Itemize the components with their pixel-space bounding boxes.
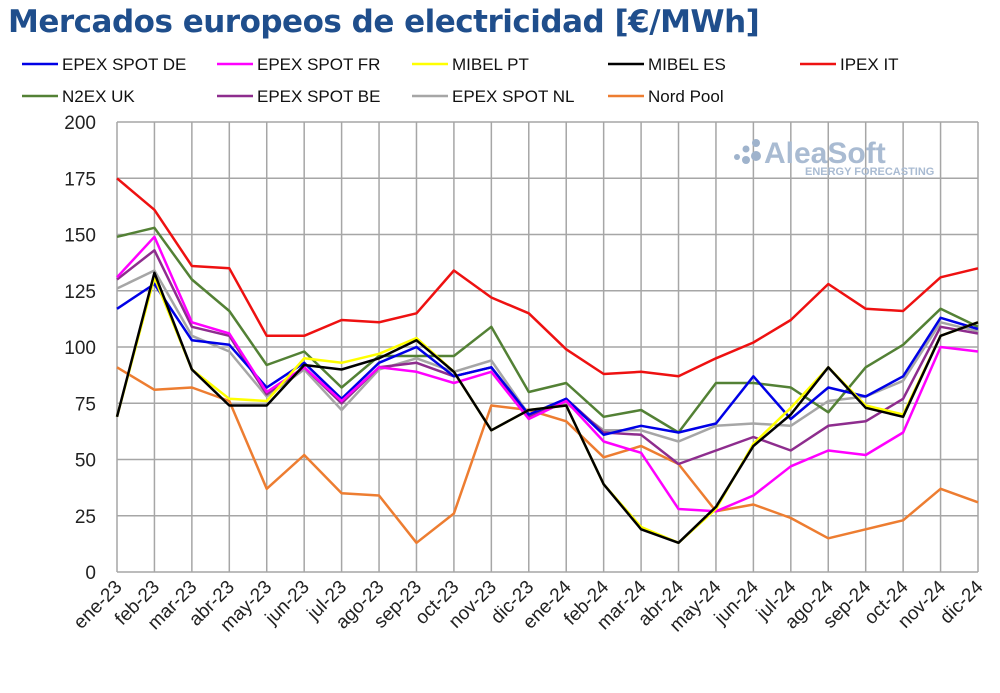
aleasoft-logo	[734, 139, 761, 164]
logo-dot	[742, 156, 750, 164]
y-tick-label: 200	[64, 113, 96, 134]
y-tick-label: 25	[75, 507, 96, 528]
logo-dot	[752, 139, 760, 147]
x-tick-label: ene-23	[70, 577, 127, 634]
series-line-ipex-it	[116, 177, 979, 378]
watermark-brand: AleaSoft	[764, 137, 886, 170]
series-line-mibel-es	[115, 271, 979, 545]
legend-label: MIBEL ES	[648, 55, 726, 74]
watermark-tagline: ENERGY FORECASTING	[805, 166, 934, 178]
y-tick-label: 50	[75, 451, 96, 472]
y-tick-label: 150	[64, 226, 96, 247]
logo-dot	[734, 154, 740, 160]
legend-label: IPEX IT	[840, 55, 899, 74]
series-line-epex-spot-be	[116, 249, 979, 466]
series-line-epex-spot-fr	[116, 235, 979, 513]
x-tick-label: dic-24	[936, 576, 988, 628]
legend-label: EPEX SPOT NL	[452, 87, 575, 106]
logo-dot	[751, 151, 761, 161]
legend-label: EPEX SPOT BE	[257, 87, 380, 106]
y-tick-label: 125	[64, 282, 96, 303]
legend-label: N2EX UK	[62, 87, 135, 106]
y-tick-label: 175	[64, 169, 96, 190]
y-tick-label: 100	[64, 338, 96, 359]
legend-label: Nord Pool	[648, 87, 724, 106]
chart-title: Mercados europeos de electricidad [€/MWh…	[8, 4, 760, 40]
series-line-n2ex-uk	[116, 226, 979, 434]
legend-label: EPEX SPOT DE	[62, 55, 186, 74]
y-tick-label: 75	[75, 394, 96, 415]
series-line-nord-pool	[116, 366, 979, 545]
legend-label: MIBEL PT	[452, 55, 529, 74]
legend-label: EPEX SPOT FR	[257, 55, 380, 74]
y-tick-label: 0	[85, 563, 96, 584]
logo-dot	[742, 145, 750, 153]
